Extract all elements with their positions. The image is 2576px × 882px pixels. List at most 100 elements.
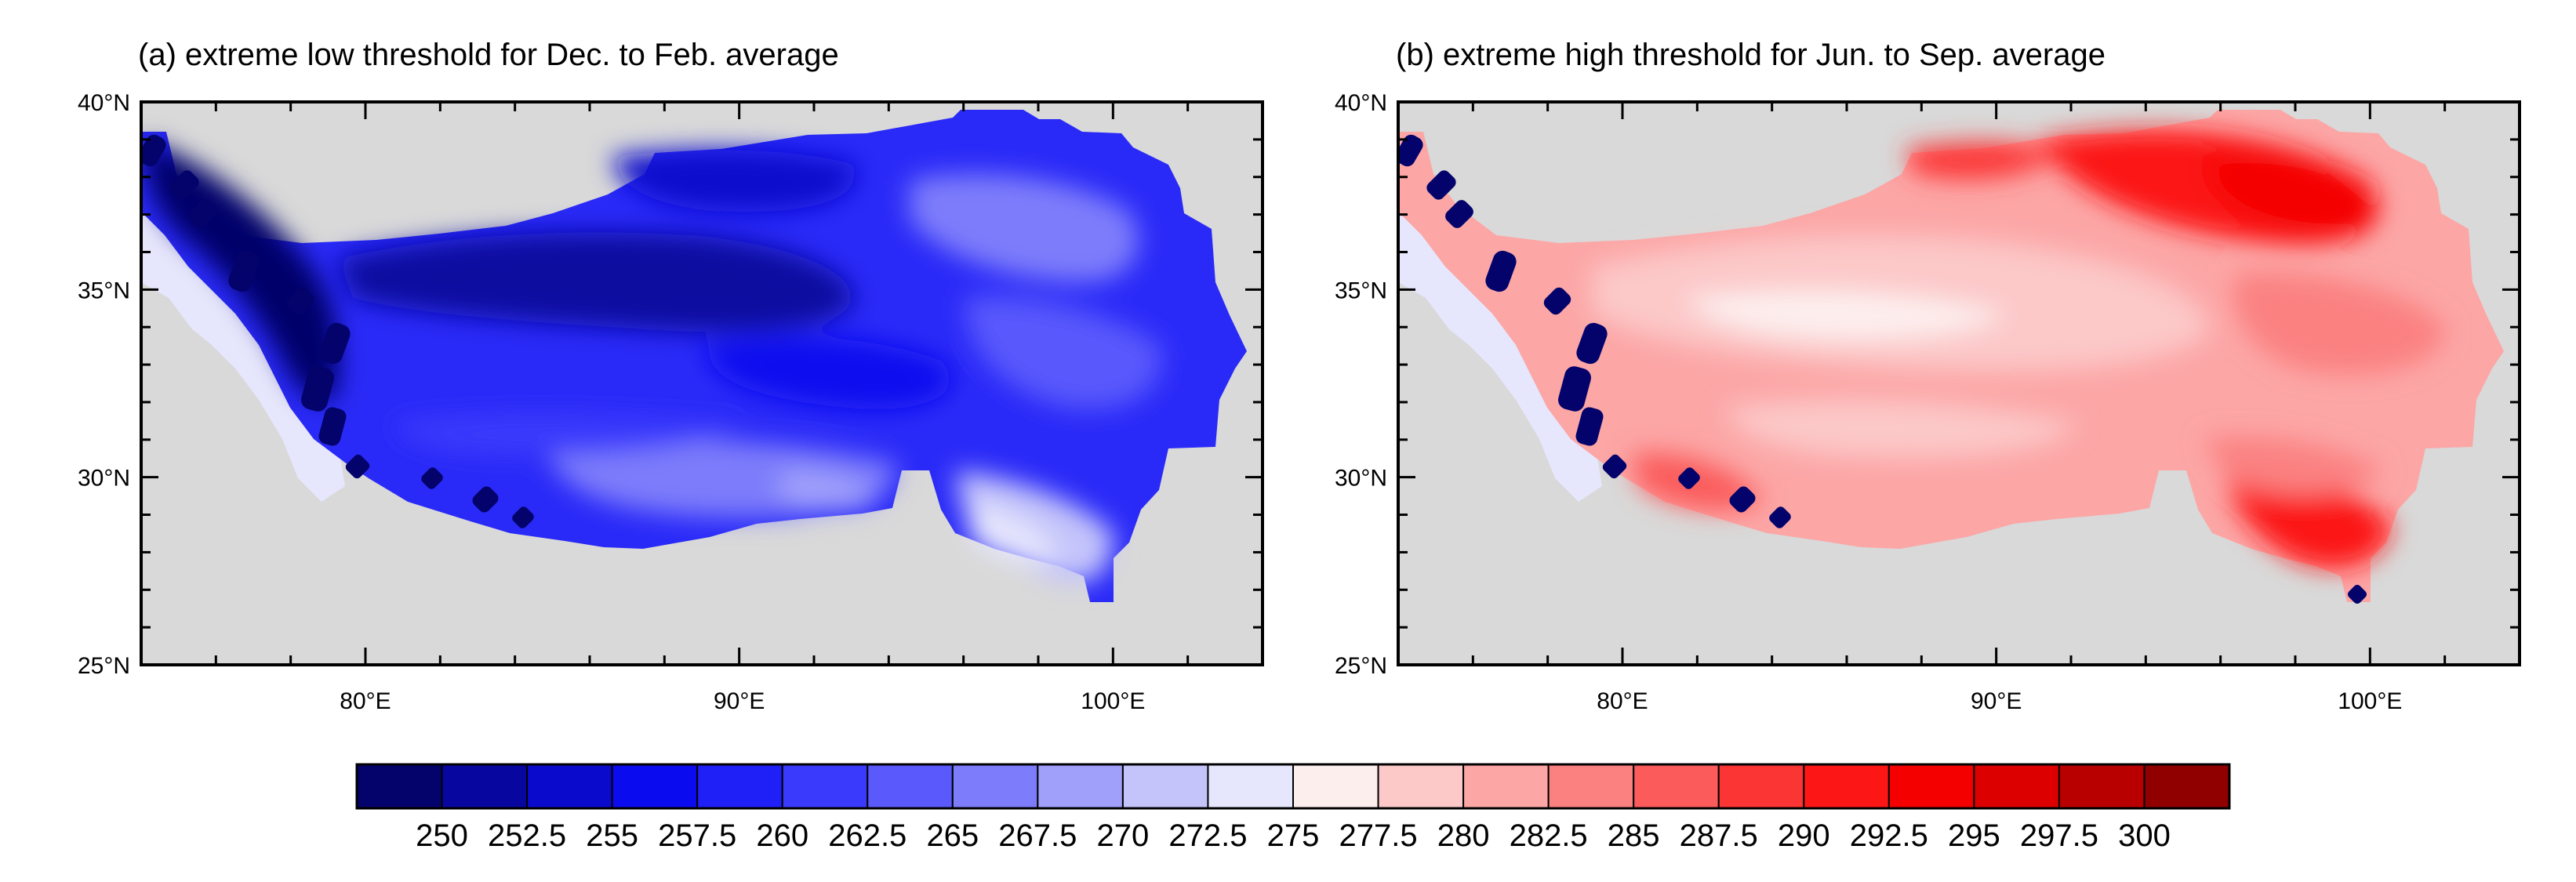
colorbar-label: 265 [926, 818, 979, 853]
colorbar-label: 297.5 [2020, 818, 2098, 853]
panel-b-boundary-cells [1398, 134, 2367, 604]
panel-b-qaidam-hottest-region [2209, 155, 2376, 230]
panel-b-boundary-cell [1678, 467, 1700, 489]
colorbar-swatch [867, 764, 954, 809]
panel-a-northeast-mild-region [910, 174, 1139, 282]
colorbar-swatch [2143, 764, 2231, 809]
panel-a-boundary-cell [286, 287, 314, 315]
panel-b-boundary-cell [1485, 250, 1517, 292]
panel-b-axes: 40°N 35°N 30°N 25°N 80°E 90°E 100°E [1335, 90, 2521, 714]
colorbar-label: 280 [1437, 818, 1490, 853]
panel-b-southeast-mild-region [2204, 437, 2384, 495]
panel-a-boundary-cell [301, 366, 334, 412]
panel-a-lat-tick-label: 25°N [78, 653, 130, 679]
colorbar-swatch [1803, 764, 1890, 809]
colorbar-swatch [1462, 764, 1550, 809]
colorbar-swatch [1633, 764, 1720, 809]
panel-a-boundary-cell [188, 200, 216, 228]
panel-b-boundary-cell [1426, 170, 1456, 200]
panel-a-southeast-warmest-region [965, 502, 1059, 564]
panel-a-axes: 40°N 35°N 30°N 25°N 80°E 90°E 100°E [78, 90, 1264, 714]
panel-a-inner-cold-region [706, 336, 951, 409]
panel-a-southeast-warm-region [957, 470, 1114, 583]
panel-a-frame [140, 100, 1264, 666]
colorbar-label: 300 [2118, 818, 2171, 853]
panel-b-frame [1397, 100, 2521, 666]
panel-b-north-warm-region [1906, 142, 2055, 180]
colorbar-swatch [1377, 764, 1465, 809]
colorbar-label: 285 [1608, 818, 1660, 853]
panel-a-lat-tick-label: 40°N [78, 90, 130, 116]
colorbar-label: 275 [1267, 818, 1320, 853]
panel-b-boundary-cell [1445, 200, 1473, 228]
panel-b-boundary-cell [1575, 407, 1604, 446]
panel-a-boundary-cell [319, 322, 351, 365]
panel-a-northcentral-cold-region [612, 150, 856, 212]
panel-b-boundary-cell [1558, 366, 1591, 412]
panel-a-lon-tick-label: 100°E [1081, 688, 1145, 714]
panel-b-lat-tick-label: 25°N [1335, 653, 1387, 679]
panel-a-boundary-cell [169, 170, 199, 200]
colorbar-swatch [611, 764, 699, 809]
panel-b-southeast-hot-region [2227, 469, 2392, 568]
panel-b-lon-tick-label: 90°E [1971, 688, 2022, 714]
panel-a-boundary-cell [228, 250, 260, 292]
colorbar-swatch [1717, 764, 1805, 809]
panel-b-lon-tick-label: 80°E [1597, 688, 1648, 714]
colorbar-label: 252.5 [488, 818, 566, 853]
panel-b-boundary-cell [1543, 287, 1571, 315]
panel-b-boundary-cell [1602, 454, 1627, 479]
panel-a-boundary-cells [141, 134, 534, 528]
panel-a-lat-tick-label: 30°N [78, 466, 130, 492]
panel-b-boundary-cell [2347, 584, 2367, 604]
colorbar-swatch [1292, 764, 1379, 809]
panel-b-boundary-cell [1729, 486, 1756, 513]
colorbar-label: 260 [756, 818, 808, 853]
colorbar-swatch [781, 764, 869, 809]
panel-b-lon-tick-label: 100°E [2338, 688, 2402, 714]
colorbar-label: 290 [1778, 818, 1830, 853]
colorbar-label: 272.5 [1168, 818, 1247, 853]
panel-a-boundary-cell [421, 467, 443, 489]
colorbar-swatch [696, 764, 783, 809]
colorbar-swatch [951, 764, 1039, 809]
panel-a-lon-tick-label: 90°E [714, 688, 765, 714]
panel-b-boundary-cell [1576, 322, 1608, 365]
panel-b-lat-tick-label: 30°N [1335, 466, 1387, 492]
colorbar-label: 250 [416, 818, 468, 853]
colorbar-swatch [441, 764, 529, 809]
colorbar-label: 277.5 [1339, 818, 1417, 853]
colorbar-swatch [1973, 764, 2060, 809]
colorbar-label: 262.5 [828, 818, 907, 853]
panel-a-boundary-cell [345, 454, 370, 479]
panel-b-eastern-warm-region [2233, 273, 2447, 375]
panel-b-south-cool-region [1725, 399, 2078, 458]
panel-a-title: (a) extreme low threshold for Dec. to Fe… [138, 38, 839, 72]
panel-a-boundary-cell [472, 486, 499, 513]
colorbar-swatch [2058, 764, 2145, 809]
colorbar-frame [355, 763, 2231, 810]
panel-b-lat-tick-label: 35°N [1335, 278, 1387, 303]
colorbar-swatch [1037, 764, 1124, 809]
panel-b-boundary-cell [1769, 506, 1791, 528]
colorbar-label: 267.5 [998, 818, 1077, 853]
colorbar-label: 257.5 [658, 818, 736, 853]
panel-b-map [1398, 102, 2520, 665]
panel-b-title: (b) extreme high threshold for Jun. to S… [1396, 38, 2105, 72]
colorbar-swatch [356, 764, 443, 809]
panel-b-inner-cool-region [1686, 289, 2007, 340]
colorbar-swatch [1207, 764, 1295, 809]
panel-a-south-mild-patch [776, 470, 878, 512]
panel-a-boundary-cell [141, 134, 166, 167]
colorbar-label: 292.5 [1850, 818, 1928, 853]
colorbar: 250 252.5 255 257.5 260 262.5 265 267.5 270 272.5… [355, 763, 2231, 853]
panel-a-lat-tick-label: 35°N [78, 278, 130, 303]
colorbar-label: 255 [586, 818, 638, 853]
panel-b-lat-tick-label: 40°N [1335, 90, 1387, 116]
colorbar-label: 282.5 [1510, 818, 1588, 853]
colorbar-label: 270 [1097, 818, 1150, 853]
panel-a-boundary-cell [318, 407, 347, 446]
panel-a-central-cold-region [337, 232, 855, 332]
panel-a-east-mild-region [965, 296, 1162, 409]
